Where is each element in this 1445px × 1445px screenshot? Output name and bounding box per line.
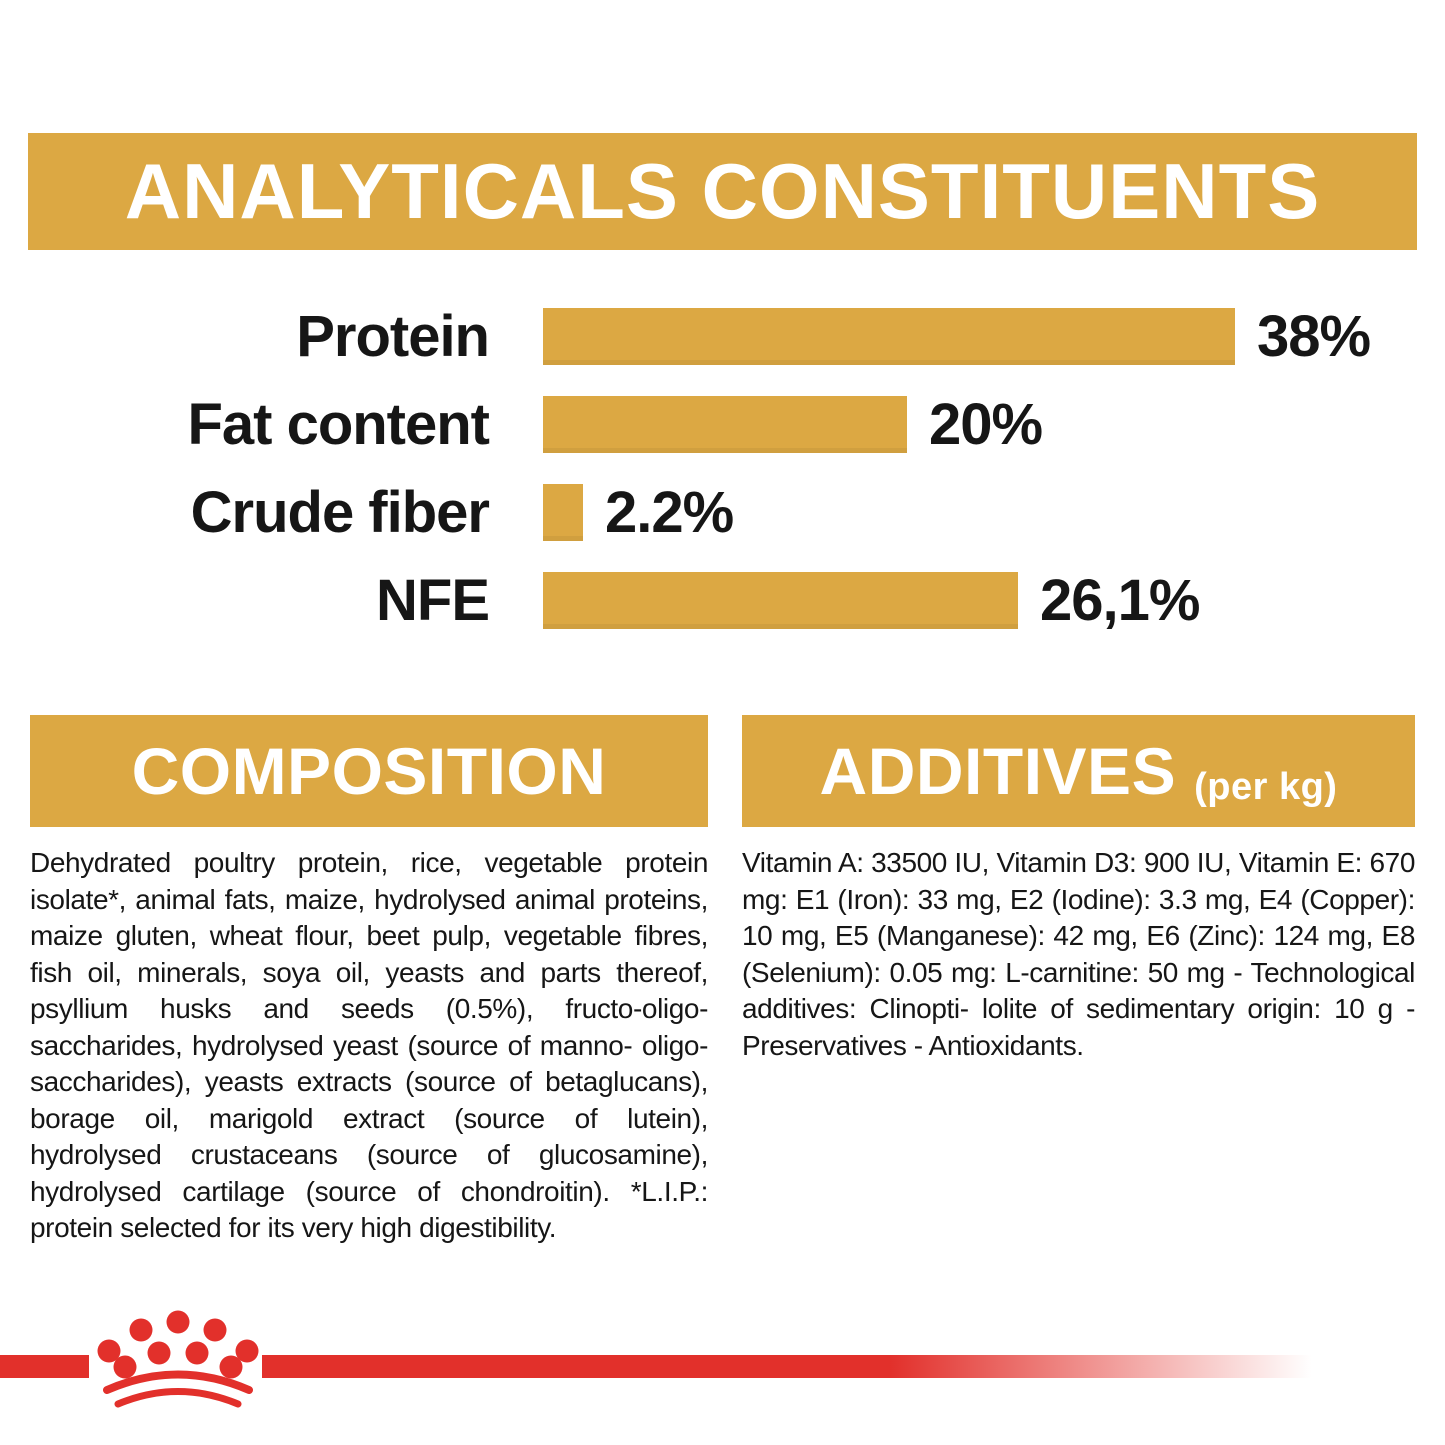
- bar: [543, 396, 907, 453]
- royal-canin-crown-icon: [97, 1310, 259, 1408]
- brand-footer: [0, 1303, 1445, 1415]
- info-columns: COMPOSITION Dehydrated poultry protein, …: [30, 715, 1415, 1247]
- additives-text: Vitamin A: 33500 IU, Vitamin D3: 900 IU,…: [742, 847, 1415, 1061]
- bar-label: Crude fiber: [190, 480, 490, 545]
- bar-value: 38%: [1257, 304, 1371, 369]
- chart-row: Crude fiber 2.2%: [30, 480, 1415, 545]
- chart-row: NFE 26,1%: [30, 568, 1415, 633]
- bar-value: 2.2%: [605, 480, 734, 545]
- composition-footnote: *L.I.P.: protein selected for its very h…: [30, 1175, 708, 1244]
- red-divider-left: [0, 1355, 89, 1378]
- additives-per-kg-suffix: (per kg): [1194, 766, 1338, 808]
- bar-label: Fat content: [187, 392, 490, 457]
- analyticals-header-banner: ANALYTICALS CONSTITUENTS: [28, 133, 1417, 250]
- composition-banner: COMPOSITION: [30, 715, 708, 827]
- additives-title: ADDITIVES: [819, 734, 1177, 808]
- bar: [543, 484, 583, 541]
- additives-section: ADDITIVES (per kg) Vitamin A: 33500 IU, …: [742, 715, 1415, 1247]
- bar-value: 20%: [929, 392, 1043, 457]
- analyticals-bar-chart: Protein 38% Fat content 20% Crude fiber …: [30, 304, 1415, 633]
- analyticals-title: ANALYTICALS CONSTITUENTS: [124, 147, 1321, 235]
- bar: [543, 308, 1235, 365]
- chart-row: Fat content 20%: [30, 392, 1415, 457]
- composition-section: COMPOSITION Dehydrated poultry protein, …: [30, 715, 708, 1247]
- composition-body: Dehydrated poultry protein, rice, vegeta…: [30, 847, 708, 1207]
- red-divider-right: [262, 1355, 1344, 1378]
- chart-row: Protein 38%: [30, 304, 1415, 369]
- composition-title: COMPOSITION: [131, 734, 607, 808]
- additives-banner: ADDITIVES (per kg): [742, 715, 1415, 827]
- bar-label: NFE: [376, 568, 490, 633]
- bar: [543, 572, 1018, 629]
- bar-value: 26,1%: [1040, 568, 1200, 633]
- bar-label: Protein: [296, 304, 490, 369]
- composition-text: Dehydrated poultry protein, rice, vegeta…: [30, 845, 708, 1247]
